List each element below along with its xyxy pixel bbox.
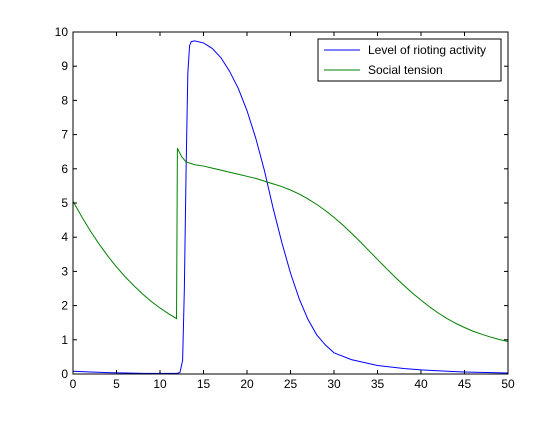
series-line-1 [72, 148, 509, 342]
y-tick-label: 10 [55, 25, 69, 39]
y-tick-label: 6 [61, 162, 68, 176]
legend: Level of rioting activity Social tension [317, 38, 502, 82]
y-tick-label: 1 [61, 333, 68, 347]
x-tick-label: 45 [458, 377, 472, 391]
y-tick-label: 5 [61, 196, 68, 210]
series-layer [72, 40, 509, 374]
x-tick-label: 5 [113, 377, 120, 391]
x-tick-label: 20 [240, 377, 254, 391]
y-tick-label: 2 [61, 299, 68, 313]
legend-label-0: Level of rioting activity [368, 43, 486, 57]
plot-area [73, 32, 508, 374]
y-tick-label: 8 [61, 93, 68, 107]
x-tick-label: 15 [197, 377, 211, 391]
y-tick-label: 0 [61, 367, 68, 381]
x-tick-label: 0 [70, 377, 77, 391]
series-line-0 [72, 40, 509, 374]
y-tick-label: 7 [61, 128, 68, 142]
x-tick-label: 35 [371, 377, 385, 391]
legend-label-1: Social tension [368, 63, 443, 77]
y-tick-label: 3 [61, 264, 68, 278]
x-tick-label: 25 [284, 377, 298, 391]
y-tick-label: 9 [61, 59, 68, 73]
x-tick-label: 30 [327, 377, 341, 391]
x-tick-label: 10 [153, 377, 167, 391]
legend-box [317, 38, 502, 82]
x-tick-label: 50 [501, 377, 515, 391]
y-tick-label: 4 [61, 230, 68, 244]
x-tick-label: 40 [414, 377, 428, 391]
